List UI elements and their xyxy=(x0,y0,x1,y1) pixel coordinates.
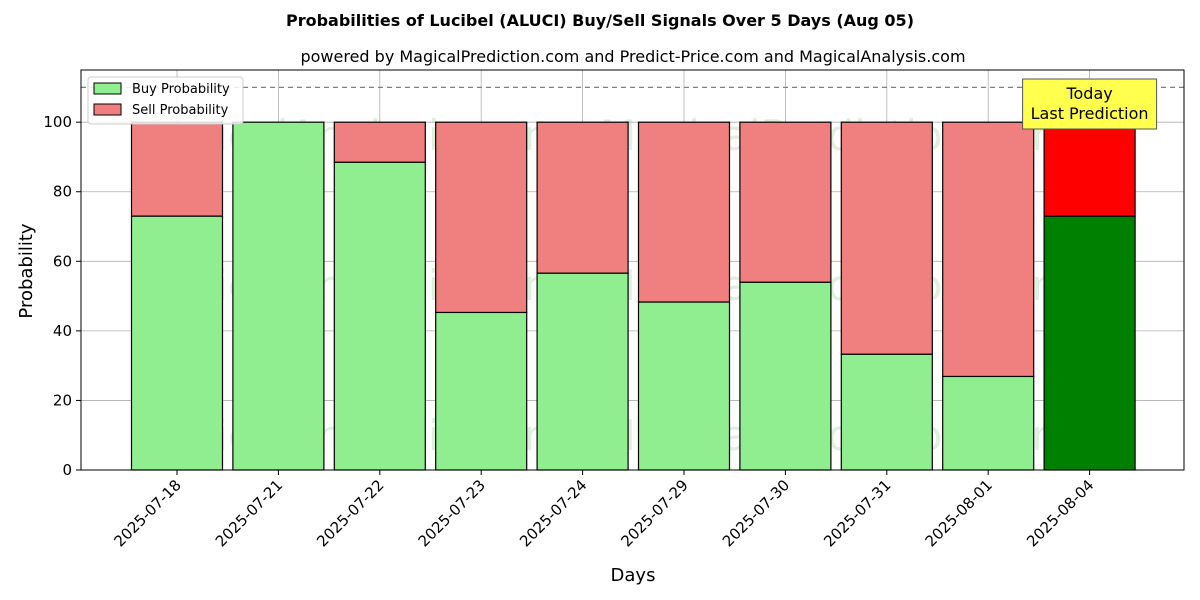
bar-sell xyxy=(840,121,933,355)
bar-buy xyxy=(536,272,629,471)
bar-sell xyxy=(942,121,1035,378)
y-tick-label: 40 xyxy=(53,322,72,340)
bar-buy xyxy=(1043,215,1136,471)
legend-box xyxy=(87,76,244,125)
bar-sell xyxy=(435,121,528,314)
y-tick-label: 80 xyxy=(53,183,72,201)
x-axis-label: Days xyxy=(611,565,656,586)
legend-swatch xyxy=(93,103,122,116)
legend-label: Buy Probability xyxy=(132,82,230,97)
x-tick-label: 2025-07-24 xyxy=(516,476,590,550)
bar-sell xyxy=(1043,121,1136,217)
y-axis-label: Probability xyxy=(16,223,37,318)
bar-buy xyxy=(840,353,933,471)
y-tick-label: 20 xyxy=(53,391,72,409)
plot-layer: MagicalAnalysis.comMagicalPrediction.com… xyxy=(43,69,1185,550)
annotation-box xyxy=(1022,78,1158,130)
bar-buy xyxy=(333,161,426,471)
chart-subtitle: powered by MagicalPrediction.com and Pre… xyxy=(300,47,965,66)
x-tick-label: 2025-07-29 xyxy=(617,476,691,550)
legend: Buy Probability Sell Probability xyxy=(87,76,244,125)
bar-sell xyxy=(130,121,224,217)
y-tick-label: 60 xyxy=(53,252,72,270)
bar-buy xyxy=(739,281,832,471)
bar-sell xyxy=(333,121,426,163)
x-tick-label: 2025-07-21 xyxy=(212,476,286,550)
bar-sell xyxy=(637,121,731,303)
bar-buy xyxy=(130,215,224,471)
x-tick-label: 2025-07-23 xyxy=(415,476,489,550)
legend-swatch xyxy=(93,82,122,95)
plot-frame xyxy=(80,69,1185,471)
annotation-text: Last Prediction xyxy=(1031,104,1149,123)
annotation-text: Today xyxy=(1065,84,1112,103)
x-tick-label: 2025-07-31 xyxy=(820,476,894,550)
x-tick-label: 2025-08-01 xyxy=(922,476,996,550)
bar-buy xyxy=(637,301,731,471)
x-tick-label: 2025-07-30 xyxy=(719,476,793,550)
chart-title: Probabilities of Lucibel (ALUCI) Buy/Sel… xyxy=(286,11,914,30)
y-tick-label: 0 xyxy=(62,461,72,479)
bar-sell xyxy=(739,121,832,283)
x-tick-label: 2025-08-04 xyxy=(1023,476,1097,550)
bar-buy xyxy=(232,121,325,471)
bar-sell xyxy=(536,121,629,274)
y-tick-label: 100 xyxy=(43,113,72,131)
x-tick-label: 2025-07-18 xyxy=(110,476,184,550)
bar-buy xyxy=(435,311,528,471)
bar-buy xyxy=(942,375,1035,471)
legend-label: Sell Probability xyxy=(132,103,229,118)
x-tick-label: 2025-07-22 xyxy=(313,476,387,550)
